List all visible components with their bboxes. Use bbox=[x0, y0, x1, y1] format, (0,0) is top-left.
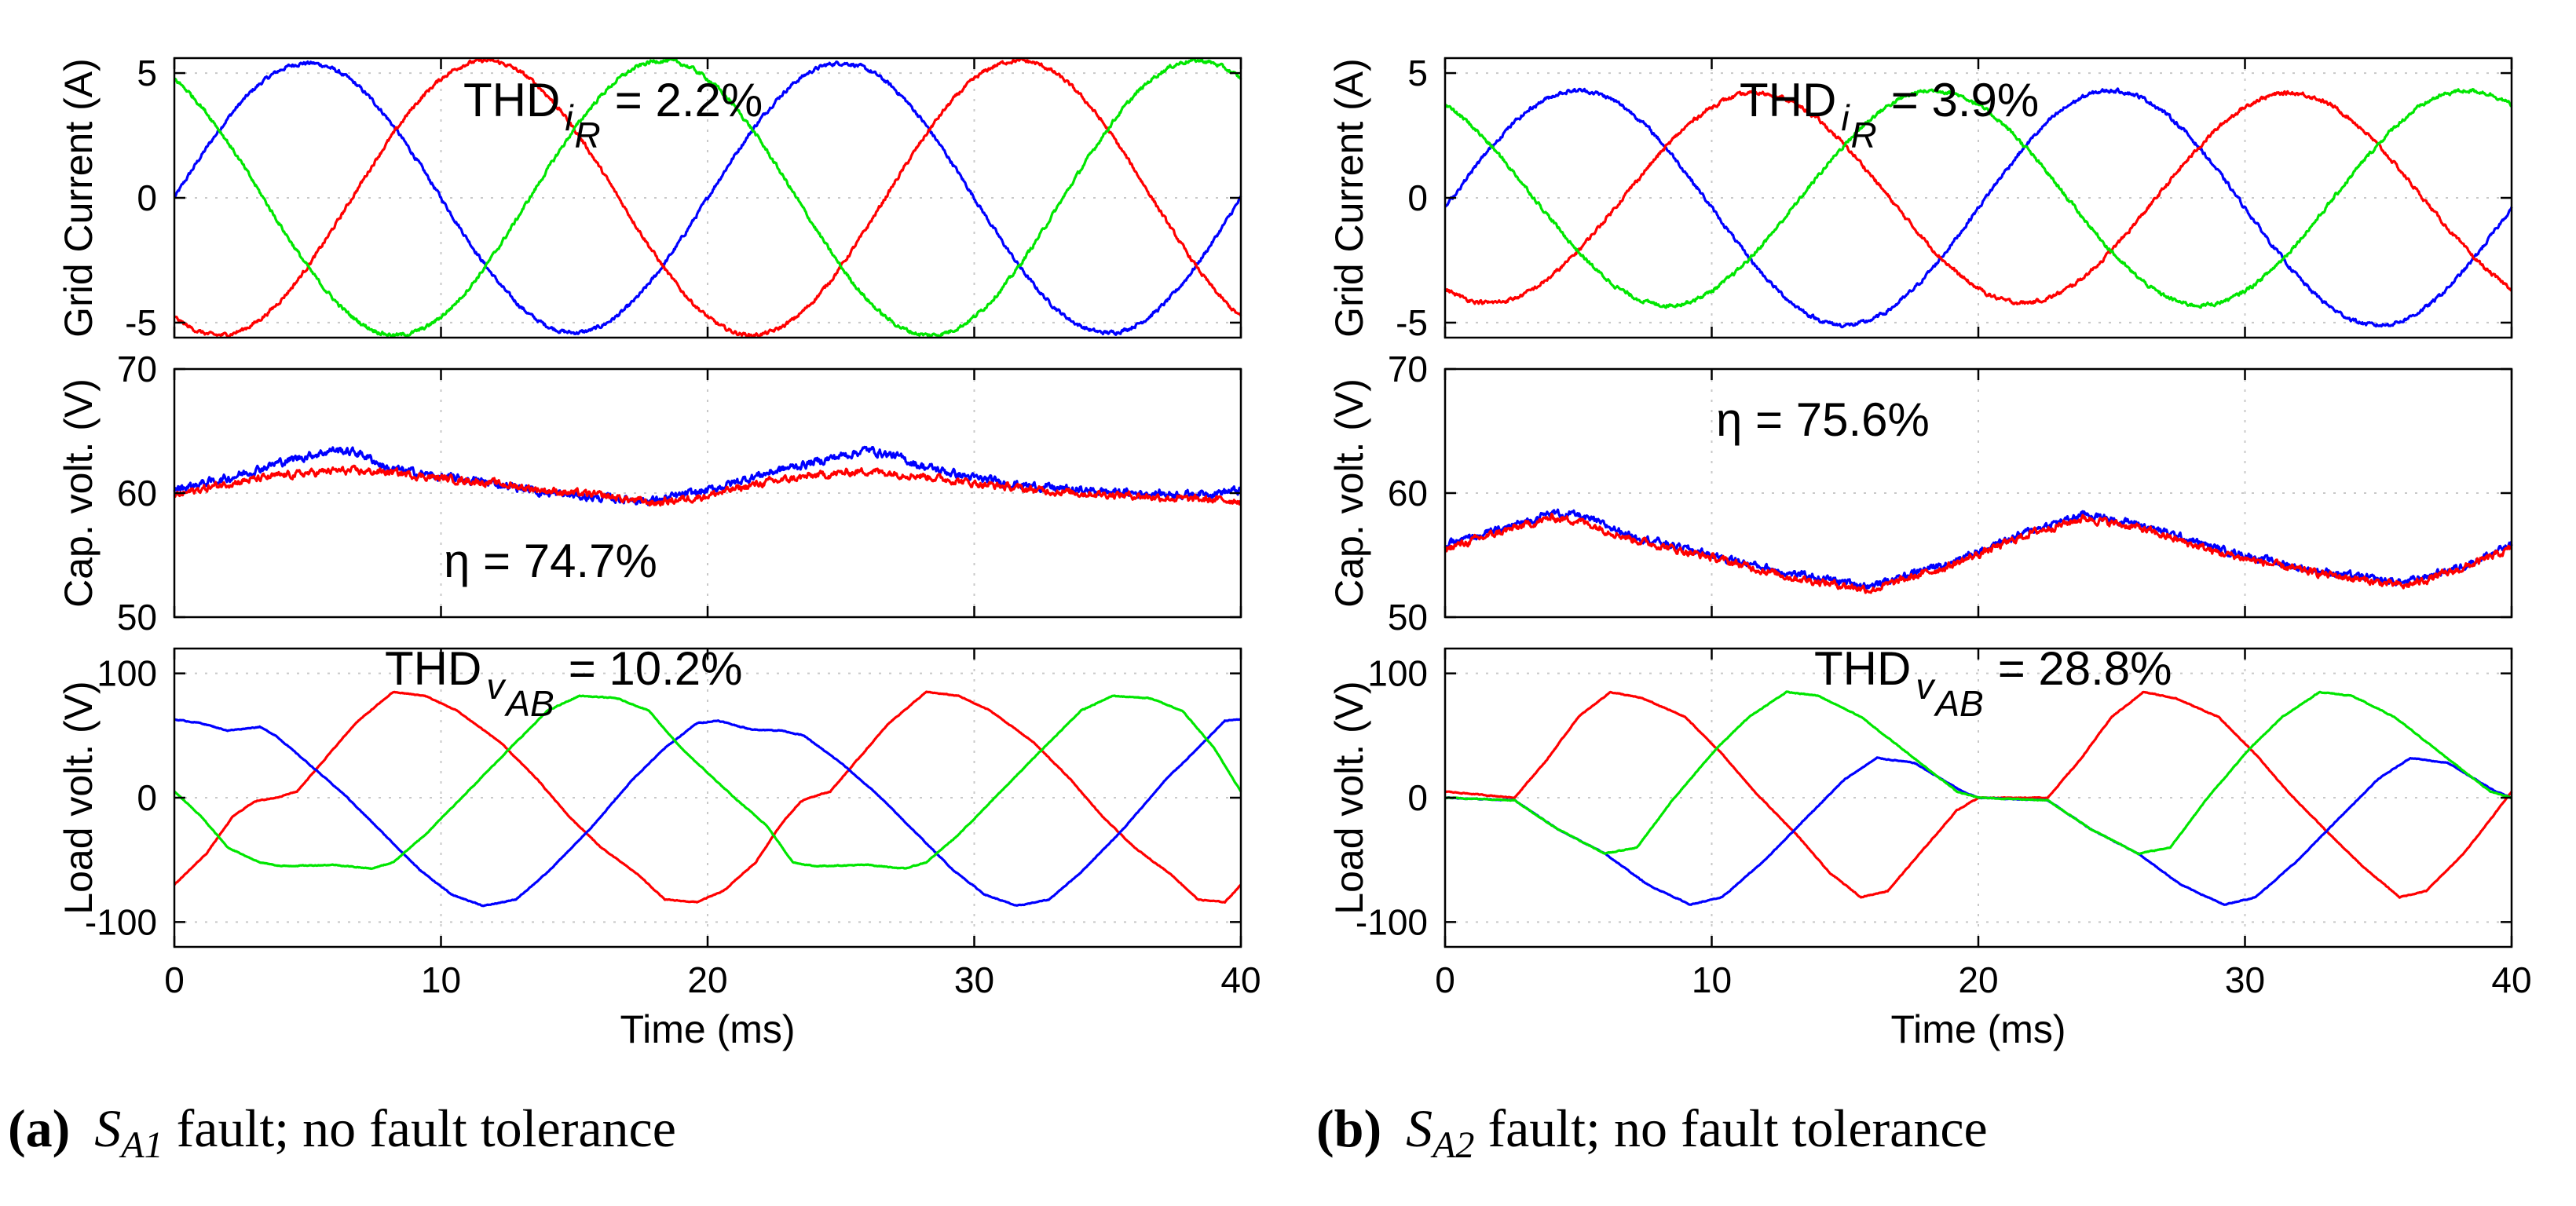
annotation-main-a-top: THD bbox=[463, 74, 560, 126]
ytick-label-a-bottom-1: 0 bbox=[137, 777, 157, 818]
xtick-label-b-bottom-1: 10 bbox=[1692, 959, 1732, 1000]
series-a-top-blue bbox=[174, 60, 1242, 336]
xtick-label-b-bottom-0: 0 bbox=[1435, 959, 1455, 1000]
ytick-label-a-middle-0: 70 bbox=[117, 349, 157, 389]
ylabel-b-bottom: Load volt. (V) bbox=[1327, 681, 1371, 914]
series-b-bottom-blue bbox=[1444, 756, 2512, 906]
ylabel-a-middle: Cap. volt. (V) bbox=[57, 378, 101, 608]
caption-a-sub: A1 bbox=[119, 1124, 163, 1166]
annotation-a-top: THD iR = 2.2% bbox=[463, 74, 763, 155]
series-a-bottom-blue bbox=[174, 718, 1242, 908]
series-a-top-green bbox=[174, 57, 1242, 338]
annotation-tail-b-top: = 3.9% bbox=[1891, 74, 2039, 126]
annotation-subsub-a-top: R bbox=[575, 115, 601, 155]
series-b-middle-red bbox=[1444, 513, 2512, 594]
annotation-tail-a-top: = 2.2% bbox=[615, 74, 763, 126]
ytick-label-b-bottom-2: -100 bbox=[1356, 901, 1428, 942]
subplot-a-middle: 70 60 50 Cap. volt. (V) η = 74.7% bbox=[57, 349, 1242, 638]
series-a-middle-red bbox=[173, 464, 1242, 507]
annotation-sub-b-top: i bbox=[1841, 97, 1850, 138]
series-a-bottom-red bbox=[173, 690, 1242, 904]
caption-a-text: fault; no fault tolerance bbox=[163, 1098, 676, 1158]
series-a-middle-blue bbox=[173, 445, 1242, 506]
annotation-main-b-top: THD bbox=[1740, 74, 1836, 126]
caption-a: (a) SA1 fault; no fault tolerance bbox=[8, 1098, 676, 1166]
caption-b-text: fault; no fault tolerance bbox=[1474, 1098, 1987, 1158]
annotation-sub-a-top: i bbox=[565, 97, 574, 138]
annotation-subsub-b-top: R bbox=[1851, 115, 1877, 155]
ylabel-b-top: Grid Current (A) bbox=[1327, 58, 1371, 338]
annotation-subsub-b-bottom: AB bbox=[1933, 683, 1983, 724]
series-b-top-red bbox=[1444, 90, 2513, 305]
xtick-label-a-bottom-1: 10 bbox=[421, 959, 461, 1000]
annotation-tail-b-bottom: = 28.8% bbox=[1998, 642, 2172, 695]
ytick-label-a-top-2: -5 bbox=[125, 302, 157, 343]
series-a-bottom-green bbox=[173, 694, 1242, 871]
ytick-label-b-middle-0: 70 bbox=[1388, 349, 1428, 389]
ytick-label-b-top-1: 0 bbox=[1407, 177, 1428, 218]
xtick-label-b-bottom-2: 20 bbox=[1958, 959, 1998, 1000]
ytick-label-b-top-2: -5 bbox=[1396, 302, 1428, 343]
caption-a-label: (a) bbox=[8, 1098, 70, 1158]
xtick-label-b-bottom-4: 40 bbox=[2491, 959, 2531, 1000]
caption-a-switch: S bbox=[94, 1098, 121, 1158]
subplot-b-top: 5 0 -5 Grid Current (A) THD iR = 3.9% bbox=[1327, 53, 2513, 343]
series-a-top-red bbox=[174, 57, 1242, 338]
ytick-label-b-bottom-1: 0 bbox=[1407, 777, 1428, 818]
ytick-label-a-middle-1: 60 bbox=[117, 473, 157, 513]
xtick-label-a-bottom-3: 30 bbox=[954, 959, 994, 1000]
annotation-b-middle: η = 75.6% bbox=[1716, 393, 1930, 446]
ylabel-b-middle: Cap. volt. (V) bbox=[1327, 378, 1371, 608]
ylabel-a-top: Grid Current (A) bbox=[57, 58, 101, 338]
annotation-sub-a-bottom: v bbox=[486, 666, 507, 707]
annotation-sub-b-bottom: v bbox=[1916, 666, 1936, 707]
annotation-subsub-a-bottom: AB bbox=[503, 683, 554, 724]
ytick-label-a-top-0: 5 bbox=[137, 53, 157, 93]
caption-b-sub: A2 bbox=[1430, 1124, 1474, 1166]
xlabel-a-bottom: Time (ms) bbox=[620, 1007, 795, 1051]
annotation-main-a-bottom: THD bbox=[385, 642, 481, 695]
caption-b-label: (b) bbox=[1316, 1098, 1381, 1158]
ytick-label-a-bottom-2: -100 bbox=[85, 901, 157, 942]
series-b-bottom-green bbox=[1444, 690, 2512, 856]
caption-b: (b) SA2 fault; no fault tolerance bbox=[1316, 1098, 1988, 1166]
annotation-main-b-bottom: THD bbox=[1814, 642, 1911, 695]
ytick-label-a-top-1: 0 bbox=[137, 177, 157, 218]
ytick-label-b-top-0: 5 bbox=[1407, 53, 1428, 93]
series-b-top-green bbox=[1444, 88, 2513, 309]
annotation-tail-a-bottom: = 10.2% bbox=[569, 642, 743, 695]
ytick-label-b-middle-1: 60 bbox=[1388, 473, 1428, 513]
ylabel-a-bottom: Load volt. (V) bbox=[57, 681, 101, 914]
xtick-label-a-bottom-4: 40 bbox=[1220, 959, 1261, 1000]
xlabel-b-bottom: Time (ms) bbox=[1890, 1007, 2066, 1051]
ytick-label-a-bottom-0: 100 bbox=[97, 653, 157, 694]
ytick-label-b-bottom-0: 100 bbox=[1367, 653, 1428, 694]
series-b-top-blue bbox=[1444, 87, 2513, 329]
xtick-label-a-bottom-2: 20 bbox=[687, 959, 727, 1000]
annotation-b-top: THD iR = 3.9% bbox=[1740, 74, 2039, 155]
xtick-label-b-bottom-3: 30 bbox=[2225, 959, 2265, 1000]
annotation-b-bottom: THD vAB = 28.8% bbox=[1814, 642, 2172, 724]
series-b-middle-blue bbox=[1444, 508, 2513, 590]
subplot-a-top: 5 0 -5 Grid Current (A) THD iR = 2.2% bbox=[57, 53, 1242, 343]
xtick-label-a-bottom-0: 0 bbox=[164, 959, 185, 1000]
annotation-a-middle: η = 74.7% bbox=[444, 535, 657, 587]
ytick-label-a-middle-2: 50 bbox=[117, 597, 157, 638]
subplot-b-middle: 70 60 50 Cap. volt. (V) η = 75.6% bbox=[1327, 349, 2513, 638]
annotation-a-bottom: THD vAB = 10.2% bbox=[385, 642, 743, 724]
caption-b-switch: S bbox=[1406, 1098, 1433, 1158]
ytick-label-b-middle-2: 50 bbox=[1388, 597, 1428, 638]
